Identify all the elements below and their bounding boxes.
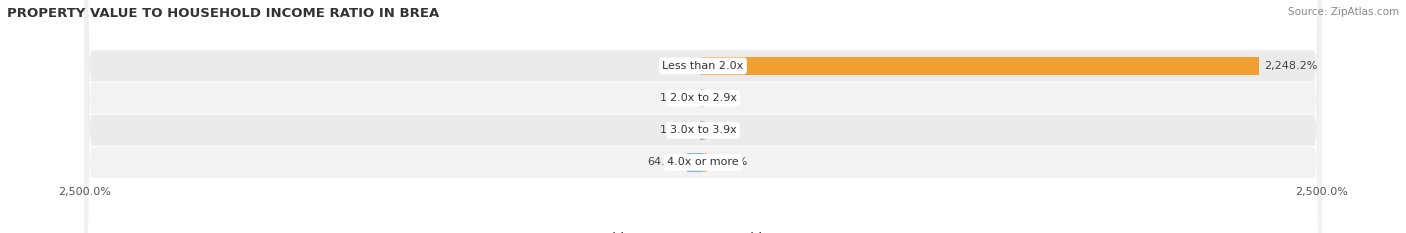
Text: 18.0%: 18.0% xyxy=(713,158,748,168)
Bar xyxy=(700,121,703,140)
Bar xyxy=(700,89,703,107)
Text: 2.0x to 2.9x: 2.0x to 2.9x xyxy=(669,93,737,103)
Bar xyxy=(703,57,1260,75)
FancyBboxPatch shape xyxy=(84,0,1322,233)
Text: 12.5%: 12.5% xyxy=(659,125,695,135)
Text: PROPERTY VALUE TO HOUSEHOLD INCOME RATIO IN BREA: PROPERTY VALUE TO HOUSEHOLD INCOME RATIO… xyxy=(7,7,439,20)
FancyBboxPatch shape xyxy=(84,0,1322,233)
Bar xyxy=(703,121,706,140)
Text: 4.0x or more: 4.0x or more xyxy=(668,158,738,168)
Text: 3.0x to 3.9x: 3.0x to 3.9x xyxy=(669,125,737,135)
Bar xyxy=(688,153,703,172)
Text: Less than 2.0x: Less than 2.0x xyxy=(662,61,744,71)
FancyBboxPatch shape xyxy=(84,0,1322,233)
Text: 5.0%: 5.0% xyxy=(709,93,737,103)
Text: 2,248.2%: 2,248.2% xyxy=(1264,61,1317,71)
Text: 10.1%: 10.1% xyxy=(661,93,696,103)
Text: Source: ZipAtlas.com: Source: ZipAtlas.com xyxy=(1288,7,1399,17)
FancyBboxPatch shape xyxy=(84,0,1322,233)
Bar xyxy=(703,153,707,172)
Text: 11.6%: 11.6% xyxy=(659,61,695,71)
Text: 9.8%: 9.8% xyxy=(710,125,740,135)
Text: 64.3%: 64.3% xyxy=(647,158,682,168)
Bar xyxy=(700,57,703,75)
Legend: Without Mortgage, With Mortgage: Without Mortgage, With Mortgage xyxy=(575,228,831,233)
